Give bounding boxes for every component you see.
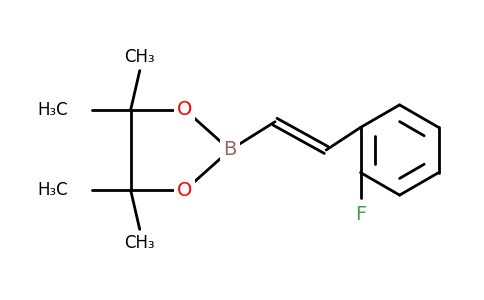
Text: O: O bbox=[177, 181, 193, 200]
Text: O: O bbox=[177, 100, 193, 119]
Text: CH₃: CH₃ bbox=[124, 48, 155, 66]
Text: B: B bbox=[223, 140, 237, 160]
Text: F: F bbox=[355, 205, 366, 224]
Text: H₃C: H₃C bbox=[37, 181, 68, 199]
Text: H₃C: H₃C bbox=[37, 101, 68, 119]
Text: CH₃: CH₃ bbox=[124, 234, 155, 252]
